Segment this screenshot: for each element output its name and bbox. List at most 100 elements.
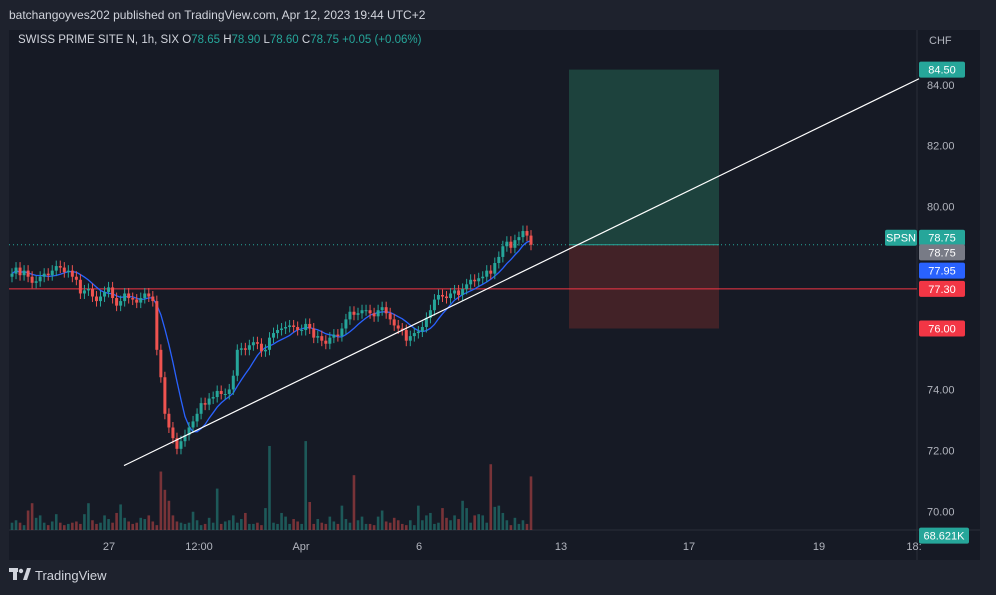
- volume-bar: [58, 522, 62, 530]
- volume-bar: [525, 523, 529, 530]
- candle-body: [312, 328, 316, 338]
- candle-body: [457, 290, 461, 295]
- price-label-text-stop: 76.00: [928, 324, 956, 336]
- volume-bar: [372, 525, 376, 530]
- candle-body: [272, 333, 276, 338]
- candle-body: [22, 270, 26, 276]
- volume-bar: [497, 505, 501, 530]
- candle-body: [78, 279, 82, 294]
- trendline: [123, 78, 920, 467]
- candle-body: [54, 266, 58, 271]
- price-chart[interactable]: 84.00 82.00 80.00 74.00 72.00 70.00 CHF 27 12:00…: [9, 30, 980, 560]
- volume-bar: [368, 523, 372, 530]
- candle-body: [428, 310, 432, 318]
- candle-body: [440, 295, 444, 297]
- candle-body: [231, 375, 235, 390]
- candle-body: [171, 427, 175, 439]
- candle-body: [215, 390, 219, 398]
- volume-bar: [344, 519, 348, 530]
- footer-brand[interactable]: TradingView: [9, 568, 107, 583]
- candle-body: [316, 336, 320, 338]
- volume-bar: [521, 520, 525, 530]
- volume-bar: [409, 520, 412, 530]
- volume-bar: [227, 520, 231, 530]
- candle-body: [304, 323, 308, 331]
- volume-bar: [111, 522, 114, 530]
- candle-body: [364, 310, 368, 312]
- volume-bar: [332, 521, 336, 530]
- candle-body: [207, 398, 211, 405]
- volume-bar: [461, 500, 464, 530]
- volume-bar: [465, 508, 468, 530]
- volume-bar: [42, 522, 46, 530]
- price-label-text-ma-value: 77.95: [928, 266, 956, 278]
- candle-body: [103, 291, 107, 297]
- volume-bar: [34, 517, 38, 530]
- volume-bar: [308, 501, 312, 530]
- volume-bar: [95, 523, 98, 530]
- volume-bar: [473, 515, 476, 530]
- candle-body: [477, 278, 481, 282]
- candle-body: [432, 299, 436, 311]
- volume-bar: [445, 517, 448, 530]
- volume-bar: [71, 522, 74, 530]
- x-tick-label: 19: [813, 541, 825, 553]
- candle-body: [187, 427, 191, 436]
- candle-body: [465, 284, 469, 289]
- volume-bar: [215, 488, 219, 530]
- candle-body: [521, 231, 525, 238]
- volume-bar: [509, 525, 513, 530]
- volume-bar: [115, 512, 118, 530]
- candle-body: [288, 325, 292, 327]
- close-value: 78.75: [310, 34, 339, 46]
- chart-area[interactable]: 84.00 82.00 80.00 74.00 72.00 70.00 CHF 27 12:00…: [9, 30, 980, 560]
- candle-body: [344, 319, 348, 329]
- candle-body: [58, 266, 62, 268]
- candle-body: [513, 240, 517, 248]
- candle-body: [509, 241, 513, 248]
- volume-bar: [151, 521, 155, 530]
- price-label-symbol-tag: [885, 229, 917, 246]
- candle-body: [227, 389, 231, 394]
- volume-bar: [26, 510, 30, 530]
- candle-body: [300, 330, 304, 332]
- volume-bar: [75, 521, 78, 530]
- volume-bar: [260, 525, 263, 530]
- volume-bar: [163, 489, 167, 530]
- volume-bar: [268, 445, 271, 530]
- candle-body: [517, 237, 521, 241]
- volume-bar: [147, 515, 151, 530]
- candle-body: [211, 397, 215, 399]
- candle-body: [70, 270, 74, 277]
- candle-body: [167, 413, 171, 428]
- volume-bar: [99, 522, 102, 530]
- volume-bar: [384, 521, 388, 530]
- header-bar: batchangoyves202 published on TradingVie…: [0, 0, 996, 30]
- candle-body: [34, 281, 38, 283]
- candle-body: [111, 287, 115, 299]
- volume-bar: [231, 515, 235, 530]
- candle-body: [107, 287, 111, 292]
- volume-bar: [505, 520, 509, 530]
- candle-body: [235, 349, 239, 376]
- candle-body: [481, 276, 485, 279]
- volume-bar: [131, 523, 134, 530]
- candle-body: [376, 310, 380, 317]
- low-label: L: [263, 34, 270, 46]
- candle-body: [449, 293, 453, 299]
- volume-bar: [417, 505, 420, 530]
- candle-body: [30, 276, 34, 283]
- volume-bar: [127, 521, 130, 530]
- volume-bar: [79, 523, 82, 530]
- candle-body: [175, 438, 179, 449]
- x-tick-label: 13: [555, 541, 567, 553]
- volume-bar: [300, 523, 303, 530]
- candle-body: [131, 298, 135, 300]
- candle-body: [247, 345, 251, 350]
- volume-bar: [10, 522, 14, 530]
- candle-body: [324, 340, 328, 344]
- volume-bar: [328, 516, 332, 530]
- candle-body: [416, 331, 420, 334]
- price-label-text-last-price: 78.75: [928, 233, 956, 245]
- candle-body: [259, 343, 263, 352]
